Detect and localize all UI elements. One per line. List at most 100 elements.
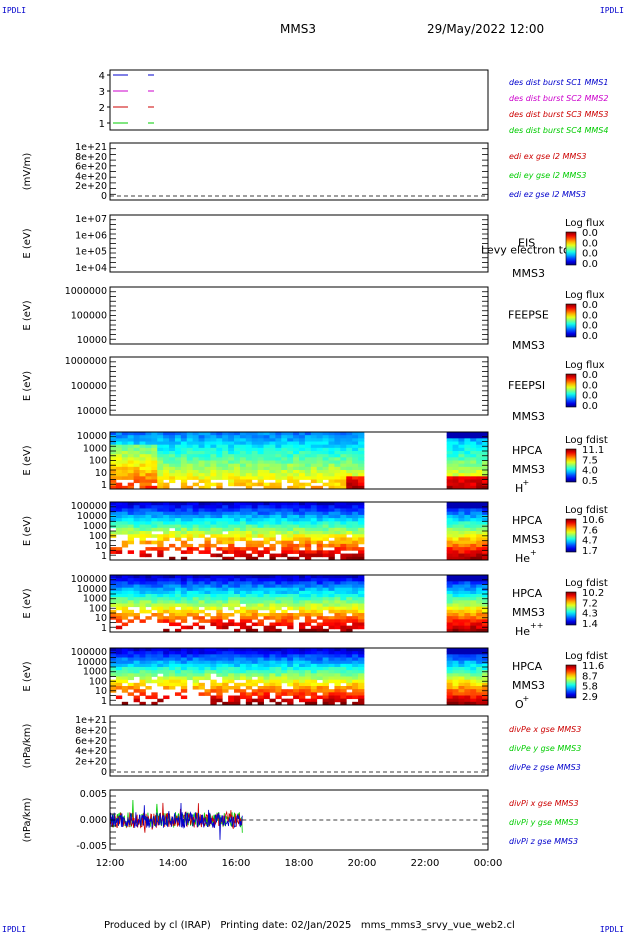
spectrogram-cell <box>346 527 353 532</box>
spectrogram-cell <box>163 600 170 604</box>
y-tick-label: 1 <box>99 119 105 130</box>
spectrogram-cell <box>269 451 276 455</box>
spectrogram-cell <box>216 537 223 542</box>
spectrogram-cell <box>204 441 211 446</box>
spectrogram-cell <box>174 451 182 455</box>
spectrogram-cell <box>452 651 459 655</box>
spectrogram-cell <box>192 600 199 604</box>
spectrogram-cell <box>476 447 483 452</box>
spectrogram-cell <box>251 603 259 608</box>
spectrogram-cell <box>358 553 365 558</box>
spectrogram-cell <box>287 654 294 658</box>
spectrogram-cell <box>464 521 471 525</box>
spectrogram-cell <box>216 587 223 592</box>
spectrogram-cell <box>222 701 229 706</box>
spectrogram-cell <box>304 505 312 509</box>
spectrogram-cell <box>446 670 453 674</box>
spectrogram-cell <box>216 625 223 630</box>
spectrogram-cell <box>110 470 117 474</box>
spectrogram-cell <box>293 575 300 579</box>
spectrogram-cell <box>299 657 306 662</box>
spectrogram-cell <box>269 441 276 446</box>
spectrogram-cell <box>180 438 188 442</box>
spectrogram-cell <box>133 682 140 687</box>
spectrogram-cell <box>245 556 253 561</box>
spectrogram-cell <box>228 531 235 535</box>
spectrogram-cell <box>186 521 194 525</box>
spectrogram-cell <box>458 524 465 529</box>
spectrogram-cell <box>151 444 158 449</box>
spectrogram-cell <box>245 537 253 542</box>
spectrogram-cell <box>287 689 294 693</box>
spectrogram-cell <box>121 584 129 589</box>
spectrogram-cell <box>174 466 182 471</box>
spectrogram-cell <box>163 660 170 665</box>
spectrogram-cell <box>304 584 312 589</box>
spectrogram-cell <box>275 619 282 623</box>
colorbar-tick-label: 1.7 <box>582 546 598 557</box>
spectrogram-cell <box>476 476 483 480</box>
spectrogram-cell <box>340 447 347 452</box>
spectrogram-cell <box>470 663 477 668</box>
spectrogram-cell <box>216 682 223 687</box>
spectrogram-cell <box>157 479 164 484</box>
spectrogram-cell <box>228 543 235 548</box>
spectrogram-cell <box>340 524 347 529</box>
spectrogram-cell <box>476 479 483 484</box>
spectrogram-cell <box>239 463 247 468</box>
spectrogram-cell <box>269 648 276 652</box>
spectrogram-cell <box>346 670 353 674</box>
spectrogram-cell <box>328 654 335 658</box>
spectrogram-cell <box>204 537 211 542</box>
spectrogram-cell <box>322 594 329 598</box>
spectrogram-cell <box>174 692 182 696</box>
spectrogram-cell <box>304 521 312 525</box>
spectrogram-cell <box>340 485 347 490</box>
y-tick-label: 4 <box>99 71 105 82</box>
spectrogram-cell <box>228 686 235 690</box>
spectrogram-cell <box>328 692 335 696</box>
spectrogram-cell <box>446 457 453 461</box>
spectrogram-cell <box>281 584 288 589</box>
spectrogram-cell <box>163 482 170 487</box>
spectrogram-cell <box>198 619 205 623</box>
spectrogram-cell <box>470 473 477 477</box>
spectrogram-cell <box>304 534 312 538</box>
spectrogram-cell <box>446 654 453 658</box>
spectrogram-cell <box>257 578 264 582</box>
spectrogram-cell <box>263 616 270 620</box>
spectrogram-cell <box>310 454 318 458</box>
spectrogram-cell <box>269 581 276 585</box>
spectrogram-cell <box>186 537 194 542</box>
spectrogram-cell <box>257 575 264 579</box>
spectrogram-cell <box>328 667 335 671</box>
spectrogram-cell <box>115 594 123 598</box>
spectrogram-cell <box>316 457 324 461</box>
spectrogram-cell <box>174 670 182 674</box>
spectrogram-cell <box>458 613 465 617</box>
spectrogram-cell <box>192 584 199 589</box>
spectrogram-cell <box>139 460 146 465</box>
spectrogram-cell <box>127 521 135 525</box>
spectrogram-cell <box>163 476 170 480</box>
spectrogram-cell <box>287 676 294 681</box>
spectrogram-cell <box>228 667 235 671</box>
spectrogram-cell <box>257 695 264 700</box>
spectrogram-cell <box>458 651 465 655</box>
spectrogram-cell <box>299 667 306 671</box>
spectrogram-cell <box>198 692 205 696</box>
spectrogram-cell <box>245 531 253 535</box>
spectrogram-cell <box>304 701 312 706</box>
spectrogram-cell <box>121 663 129 668</box>
spectrogram-cell <box>352 625 359 630</box>
spectrogram-cell <box>358 657 365 662</box>
spectrogram-cell <box>458 466 465 471</box>
spectrogram-cell <box>228 511 235 516</box>
spectrogram-cell <box>204 575 211 579</box>
spectrogram-cell <box>139 438 146 442</box>
spectrogram-cell <box>470 689 477 693</box>
spectrogram-cell <box>145 673 152 677</box>
spectrogram-cell <box>275 587 282 592</box>
spectrogram-cell <box>145 584 152 589</box>
spectrogram-cell <box>287 451 294 455</box>
